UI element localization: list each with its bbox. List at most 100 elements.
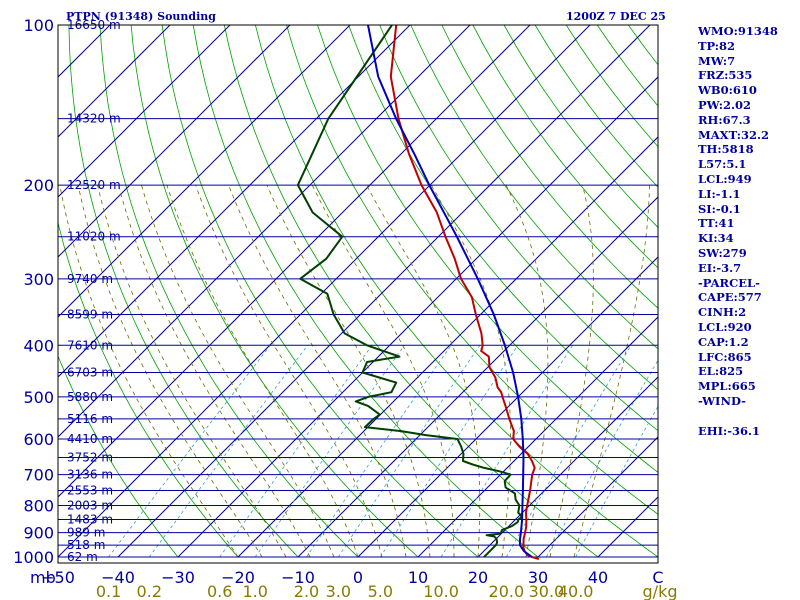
temperature-tick-label: 20 bbox=[468, 568, 488, 587]
temperature-tick-label: −40 bbox=[101, 568, 135, 587]
height-label: 5880 m bbox=[67, 390, 113, 404]
pressure-tick-label: 1000 bbox=[13, 548, 54, 567]
isotherm-line bbox=[117, 25, 651, 558]
temperature-tick-label: −30 bbox=[161, 568, 195, 587]
mixing-ratio-tick-label: 20.0 bbox=[489, 582, 525, 600]
height-label: 5116 m bbox=[67, 412, 113, 426]
height-label: 3136 m bbox=[67, 468, 113, 482]
isotherm-line bbox=[58, 25, 471, 438]
index-item: TT:41 bbox=[698, 216, 735, 231]
index-item: RH:67.3 bbox=[698, 112, 751, 127]
isotherm-line bbox=[537, 436, 658, 558]
isotherm-line bbox=[58, 25, 411, 378]
temperature-tick-label: −10 bbox=[281, 568, 315, 587]
height-label: 62 m bbox=[67, 550, 98, 564]
parcel-profile-line bbox=[367, 25, 533, 558]
pressure-tick-label: 300 bbox=[23, 270, 54, 289]
index-item: CINH:2 bbox=[698, 305, 747, 320]
index-item: EL:825 bbox=[698, 364, 744, 379]
height-label: 2003 m bbox=[67, 498, 113, 512]
dewpoint-profile-line bbox=[296, 25, 523, 558]
isotherm-line bbox=[177, 76, 658, 558]
mixing-ratio-tick-label: 30.0 bbox=[529, 582, 565, 600]
isotherm-line bbox=[58, 25, 231, 198]
index-item: FRZ:535 bbox=[698, 68, 753, 83]
height-label: 8599 m bbox=[67, 307, 113, 321]
temperature-tick-label: 30 bbox=[528, 568, 548, 587]
isotherm-line bbox=[477, 376, 658, 558]
temperature-tick-label: 40 bbox=[588, 568, 608, 587]
height-label: 7610 m bbox=[67, 338, 113, 352]
index-item: LCL:920 bbox=[698, 319, 752, 334]
isotherm-line bbox=[58, 25, 171, 138]
pressure-tick-label: 400 bbox=[23, 336, 54, 355]
height-label: 1483 m bbox=[67, 512, 113, 526]
index-item: -PARCEL- bbox=[698, 275, 760, 290]
index-item: MPL:665 bbox=[698, 379, 756, 394]
mixing-ratio-tick-label: 5.0 bbox=[368, 582, 393, 600]
isotherm-line bbox=[237, 136, 658, 558]
sounding-datetime: 1200Z 7 DEC 25 bbox=[566, 10, 666, 23]
pressure-unit-label: mb bbox=[30, 568, 56, 587]
index-item: MAXT:32.2 bbox=[698, 127, 769, 142]
mixing-ratio-tick-label: 0.6 bbox=[207, 582, 232, 600]
height-label: 518 m bbox=[67, 538, 105, 552]
index-item: MW:7 bbox=[698, 53, 736, 68]
index-item: -WIND- bbox=[698, 393, 746, 408]
mixing-ratio-tick-label: 1.0 bbox=[242, 582, 267, 600]
isobars bbox=[58, 24, 658, 558]
height-label: 11020 m bbox=[67, 230, 121, 244]
pressure-tick-label: 900 bbox=[23, 524, 54, 543]
pressure-tick-label: 700 bbox=[23, 466, 54, 485]
pressure-tick-label: 100 bbox=[23, 16, 54, 35]
height-label: 989 m bbox=[67, 526, 105, 540]
isotherm-line bbox=[58, 25, 351, 318]
mixing-ratio-unit: g/kg bbox=[643, 582, 678, 600]
station-title: PTPN (91348) Sounding bbox=[66, 10, 216, 23]
pressure-tick-label: 200 bbox=[23, 176, 54, 195]
index-item: LFC:865 bbox=[698, 349, 752, 364]
isotherm-line bbox=[297, 196, 658, 558]
index-item: LCL:949 bbox=[698, 171, 752, 186]
height-label: 12520 m bbox=[67, 178, 121, 192]
moist-adiabat-line bbox=[505, 184, 549, 558]
index-item: EI:-3.7 bbox=[698, 260, 742, 275]
pressure-tick-label: 600 bbox=[23, 430, 54, 449]
height-label: 14320 m bbox=[67, 112, 121, 126]
index-item: SW:279 bbox=[698, 245, 747, 260]
mixing-ratio-tick-label: 3.0 bbox=[326, 582, 351, 600]
mixing-ratio-tick-label: 2.0 bbox=[294, 582, 319, 600]
index-item bbox=[698, 409, 798, 424]
index-item: LI:-1.1 bbox=[698, 186, 741, 201]
pressure-tick-label: 500 bbox=[23, 388, 54, 407]
isotherm-line bbox=[58, 25, 531, 498]
index-item: WMO:91348 bbox=[698, 24, 778, 38]
index-item: SI:-0.1 bbox=[698, 201, 741, 216]
index-item: PW:2.02 bbox=[698, 97, 752, 112]
mixing-ratio-tick-label: 0.2 bbox=[137, 582, 162, 600]
temperature-tick-label: 10 bbox=[408, 568, 428, 587]
sounding-profiles bbox=[296, 25, 540, 561]
stability-indices-panel: WMO:91348 TP:82 MW:7 FRZ:535 WB0:610 PW:2.02 R… bbox=[698, 24, 798, 438]
mixing-ratio-axis: 0.1 0.2 0.6 1.0 2.0 3.0 5.0 10.0 20.0 30.040.0 g/k… bbox=[96, 582, 678, 600]
mixing-ratio-tick-label: 10.0 bbox=[423, 582, 459, 600]
temperature-profile-line bbox=[389, 25, 540, 561]
temperature-axis: −50 −40 −30 −20 −10 0 10 20 30 40 C bbox=[41, 568, 663, 587]
height-label: 4410 m bbox=[67, 432, 113, 446]
moist-adiabat-line bbox=[366, 184, 481, 558]
index-item: CAP:1.2 bbox=[698, 334, 749, 349]
isotherm-line bbox=[58, 25, 291, 258]
moist-adiabat-line bbox=[228, 184, 407, 558]
plot-frame bbox=[57, 24, 659, 564]
index-item: EHI:-36.1 bbox=[698, 423, 761, 438]
isotherm-line bbox=[417, 316, 658, 558]
height-label: 9740 m bbox=[67, 272, 113, 286]
pressure-tick-label: 800 bbox=[23, 496, 54, 515]
index-item: TH:5818 bbox=[698, 142, 754, 157]
mixing-ratio-tick-label: 0.1 bbox=[96, 582, 121, 600]
temperature-tick-label: −50 bbox=[41, 568, 75, 587]
index-item: TP:82 bbox=[698, 38, 736, 53]
index-item: L57:5.1 bbox=[698, 157, 747, 172]
